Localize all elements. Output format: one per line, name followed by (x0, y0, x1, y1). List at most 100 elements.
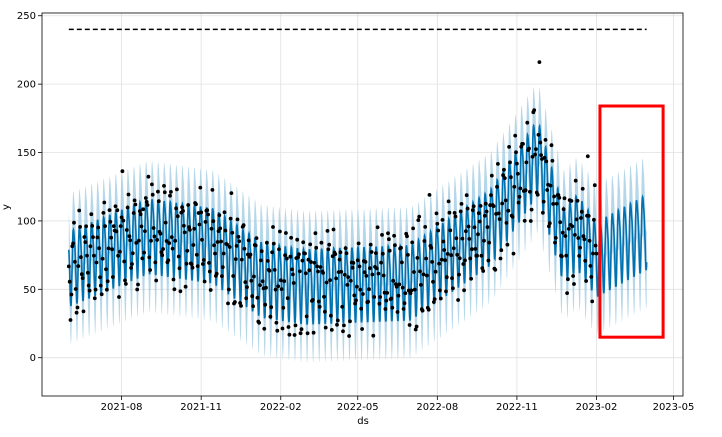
forecast-line (68, 123, 648, 325)
observed-point (310, 298, 315, 302)
observed-point (119, 215, 124, 220)
observed-point (583, 258, 588, 263)
observed-point (496, 162, 500, 166)
observed-point (541, 199, 546, 204)
observed-point (253, 243, 258, 248)
observed-point (139, 224, 144, 229)
observed-point (453, 214, 458, 219)
observed-point (329, 328, 334, 332)
observed-point (220, 274, 224, 278)
observed-point (368, 242, 373, 247)
observed-point (426, 307, 431, 312)
y-axis-ticks: 0 50 100 150 200 250 (17, 11, 42, 364)
observed-point (348, 278, 353, 283)
observed-point (344, 251, 349, 256)
observed-point (134, 241, 139, 245)
observed-point (451, 246, 456, 251)
observed-point (273, 287, 278, 292)
observed-point (152, 234, 157, 239)
observed-point (67, 279, 72, 284)
observed-point (394, 284, 399, 289)
observed-point (577, 254, 582, 258)
observed-point (441, 239, 446, 244)
observed-point (570, 224, 575, 229)
observed-point (364, 274, 369, 278)
observed-point (264, 285, 268, 290)
observed-point (123, 278, 127, 283)
observed-point (223, 228, 228, 233)
observed-point (156, 199, 161, 204)
observed-point (537, 60, 542, 64)
observed-point (100, 256, 105, 261)
observed-point (528, 189, 532, 194)
observed-point (523, 188, 528, 193)
observed-point (94, 260, 99, 265)
observed-point (573, 233, 577, 237)
observed-point (131, 211, 136, 215)
observed-point (230, 230, 235, 235)
observed-point (231, 274, 236, 278)
observed-point (470, 247, 474, 252)
observed-point (280, 326, 285, 331)
observed-point (515, 171, 520, 176)
observed-point (82, 235, 87, 239)
observed-point (319, 240, 324, 245)
observed-point (402, 301, 407, 306)
observed-point (144, 200, 149, 204)
observed-point (465, 206, 470, 211)
observed-point (99, 292, 104, 297)
observed-point (469, 276, 473, 281)
observed-point (550, 158, 555, 163)
observed-point (418, 269, 422, 274)
observed-point (234, 244, 239, 248)
observed-point (174, 206, 179, 211)
observed-point (485, 225, 490, 230)
observed-point (457, 256, 462, 261)
observed-point (560, 254, 564, 259)
observed-point (284, 256, 289, 261)
observed-point (167, 241, 172, 246)
observed-point (536, 132, 541, 137)
observed-point (562, 196, 567, 201)
observed-point (509, 175, 513, 180)
observed-point (370, 272, 375, 277)
observed-point (122, 259, 127, 264)
observed-point (207, 261, 211, 265)
observed-point (164, 239, 169, 243)
observed-point (421, 272, 426, 277)
observed-point (335, 318, 340, 323)
observed-point (221, 251, 226, 256)
observed-point (542, 155, 547, 160)
observed-point (317, 304, 322, 309)
observed-point (181, 209, 185, 213)
observed-point (149, 238, 153, 243)
observed-point (303, 251, 307, 256)
observed-point (269, 305, 274, 310)
observed-point (323, 309, 327, 314)
observed-point (150, 192, 155, 197)
observed-point (103, 224, 107, 229)
observed-points (66, 60, 599, 338)
observed-point (183, 284, 188, 289)
observed-point (343, 246, 348, 251)
observed-point (587, 238, 592, 243)
observed-point (309, 260, 313, 264)
observed-point (565, 291, 569, 295)
observed-point (405, 234, 409, 239)
observed-point (353, 301, 357, 306)
observed-point (83, 240, 88, 245)
x-tick-label: 2023-02 (576, 402, 618, 413)
x-tick-label: 2021-11 (180, 402, 222, 413)
observed-point (218, 226, 223, 231)
observed-point (464, 229, 468, 234)
observed-point (386, 231, 390, 236)
observed-point (372, 295, 377, 299)
observed-point (85, 253, 89, 258)
observed-point (566, 277, 570, 282)
observed-point (529, 207, 534, 212)
observed-point (89, 212, 94, 217)
observed-point (387, 237, 391, 242)
observed-point (276, 284, 281, 289)
observed-point (346, 275, 351, 279)
